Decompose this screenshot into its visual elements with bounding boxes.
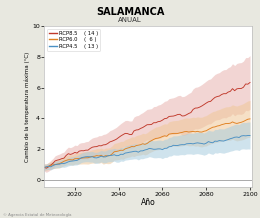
- Text: © Agencia Estatal de Meteorología: © Agencia Estatal de Meteorología: [3, 213, 71, 217]
- Text: ANUAL: ANUAL: [118, 17, 142, 24]
- Y-axis label: Cambio de la temperatura máxima (°C): Cambio de la temperatura máxima (°C): [24, 52, 29, 162]
- Legend: RCP8.5    ( 14 ), RCP6.0    (  6 ), RCP4.5    ( 13 ): RCP8.5 ( 14 ), RCP6.0 ( 6 ), RCP4.5 ( 13…: [47, 29, 100, 51]
- X-axis label: Año: Año: [141, 198, 155, 207]
- Text: SALAMANCA: SALAMANCA: [96, 7, 164, 17]
